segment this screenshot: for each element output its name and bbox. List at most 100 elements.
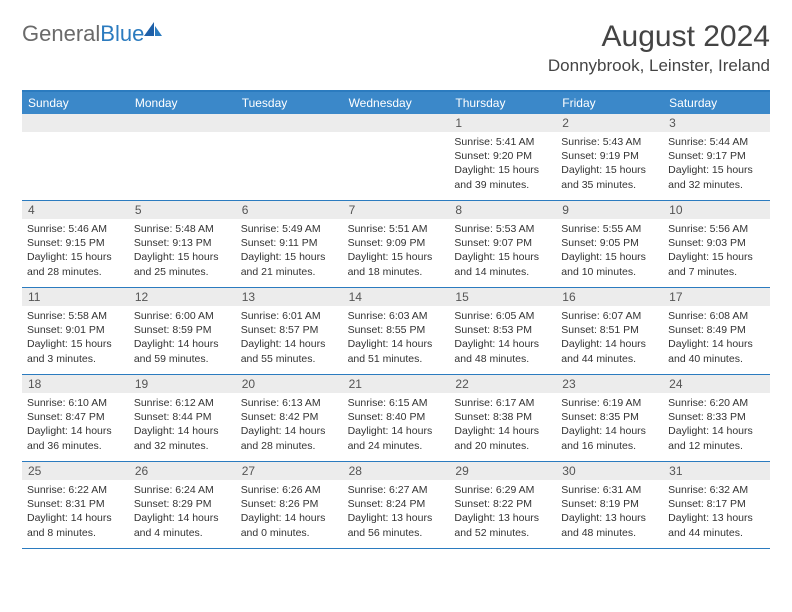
sunrise-text: Sunrise: 6:05 AM bbox=[454, 309, 551, 323]
weekday-header: Friday bbox=[556, 92, 663, 114]
day-number: 29 bbox=[449, 462, 556, 480]
calendar-cell: 23Sunrise: 6:19 AMSunset: 8:35 PMDayligh… bbox=[556, 375, 663, 461]
day-body: Sunrise: 6:12 AMSunset: 8:44 PMDaylight:… bbox=[129, 393, 236, 457]
sunset-text: Sunset: 9:09 PM bbox=[348, 236, 445, 250]
calendar-cell: 29Sunrise: 6:29 AMSunset: 8:22 PMDayligh… bbox=[449, 462, 556, 548]
daylight-text: Daylight: 15 hours and 10 minutes. bbox=[561, 250, 658, 278]
sunrise-text: Sunrise: 6:13 AM bbox=[241, 396, 338, 410]
day-body: Sunrise: 5:46 AMSunset: 9:15 PMDaylight:… bbox=[22, 219, 129, 283]
daylight-text: Daylight: 14 hours and 0 minutes. bbox=[241, 511, 338, 539]
weekday-header: Tuesday bbox=[236, 92, 343, 114]
calendar-cell: 20Sunrise: 6:13 AMSunset: 8:42 PMDayligh… bbox=[236, 375, 343, 461]
day-body: Sunrise: 6:05 AMSunset: 8:53 PMDaylight:… bbox=[449, 306, 556, 370]
sunset-text: Sunset: 8:55 PM bbox=[348, 323, 445, 337]
calendar-cell bbox=[129, 114, 236, 200]
daylight-text: Daylight: 14 hours and 55 minutes. bbox=[241, 337, 338, 365]
day-body: Sunrise: 6:01 AMSunset: 8:57 PMDaylight:… bbox=[236, 306, 343, 370]
day-body: Sunrise: 6:22 AMSunset: 8:31 PMDaylight:… bbox=[22, 480, 129, 544]
sunset-text: Sunset: 9:03 PM bbox=[668, 236, 765, 250]
daylight-text: Daylight: 15 hours and 28 minutes. bbox=[27, 250, 124, 278]
day-number bbox=[129, 114, 236, 132]
day-body: Sunrise: 5:44 AMSunset: 9:17 PMDaylight:… bbox=[663, 132, 770, 196]
calendar-cell: 9Sunrise: 5:55 AMSunset: 9:05 PMDaylight… bbox=[556, 201, 663, 287]
day-number: 31 bbox=[663, 462, 770, 480]
calendar-cell: 16Sunrise: 6:07 AMSunset: 8:51 PMDayligh… bbox=[556, 288, 663, 374]
day-body: Sunrise: 6:17 AMSunset: 8:38 PMDaylight:… bbox=[449, 393, 556, 457]
daylight-text: Daylight: 15 hours and 39 minutes. bbox=[454, 163, 551, 191]
sunrise-text: Sunrise: 5:48 AM bbox=[134, 222, 231, 236]
day-body: Sunrise: 6:15 AMSunset: 8:40 PMDaylight:… bbox=[343, 393, 450, 457]
day-number: 11 bbox=[22, 288, 129, 306]
day-body bbox=[129, 132, 236, 139]
sunset-text: Sunset: 8:31 PM bbox=[27, 497, 124, 511]
day-number: 8 bbox=[449, 201, 556, 219]
daylight-text: Daylight: 14 hours and 40 minutes. bbox=[668, 337, 765, 365]
calendar-week: 1Sunrise: 5:41 AMSunset: 9:20 PMDaylight… bbox=[22, 114, 770, 201]
day-number: 27 bbox=[236, 462, 343, 480]
day-body: Sunrise: 5:53 AMSunset: 9:07 PMDaylight:… bbox=[449, 219, 556, 283]
weekday-header: Monday bbox=[129, 92, 236, 114]
sunset-text: Sunset: 8:35 PM bbox=[561, 410, 658, 424]
brand-logo: GeneralBlue bbox=[22, 20, 164, 48]
sunset-text: Sunset: 8:42 PM bbox=[241, 410, 338, 424]
calendar-cell: 25Sunrise: 6:22 AMSunset: 8:31 PMDayligh… bbox=[22, 462, 129, 548]
calendar-cell: 11Sunrise: 5:58 AMSunset: 9:01 PMDayligh… bbox=[22, 288, 129, 374]
calendar-cell: 12Sunrise: 6:00 AMSunset: 8:59 PMDayligh… bbox=[129, 288, 236, 374]
daylight-text: Daylight: 14 hours and 48 minutes. bbox=[454, 337, 551, 365]
daylight-text: Daylight: 15 hours and 25 minutes. bbox=[134, 250, 231, 278]
sunrise-text: Sunrise: 6:22 AM bbox=[27, 483, 124, 497]
calendar-cell bbox=[22, 114, 129, 200]
weekday-header: Sunday bbox=[22, 92, 129, 114]
day-body: Sunrise: 6:07 AMSunset: 8:51 PMDaylight:… bbox=[556, 306, 663, 370]
calendar-cell: 18Sunrise: 6:10 AMSunset: 8:47 PMDayligh… bbox=[22, 375, 129, 461]
sunset-text: Sunset: 9:20 PM bbox=[454, 149, 551, 163]
sunset-text: Sunset: 8:29 PM bbox=[134, 497, 231, 511]
daylight-text: Daylight: 14 hours and 51 minutes. bbox=[348, 337, 445, 365]
sunset-text: Sunset: 9:01 PM bbox=[27, 323, 124, 337]
day-body: Sunrise: 6:19 AMSunset: 8:35 PMDaylight:… bbox=[556, 393, 663, 457]
calendar-cell: 28Sunrise: 6:27 AMSunset: 8:24 PMDayligh… bbox=[343, 462, 450, 548]
day-number: 16 bbox=[556, 288, 663, 306]
day-number: 14 bbox=[343, 288, 450, 306]
day-body: Sunrise: 6:29 AMSunset: 8:22 PMDaylight:… bbox=[449, 480, 556, 544]
day-body: Sunrise: 6:10 AMSunset: 8:47 PMDaylight:… bbox=[22, 393, 129, 457]
calendar-cell: 4Sunrise: 5:46 AMSunset: 9:15 PMDaylight… bbox=[22, 201, 129, 287]
calendar-cell: 1Sunrise: 5:41 AMSunset: 9:20 PMDaylight… bbox=[449, 114, 556, 200]
sunset-text: Sunset: 8:19 PM bbox=[561, 497, 658, 511]
daylight-text: Daylight: 14 hours and 8 minutes. bbox=[27, 511, 124, 539]
sunrise-text: Sunrise: 6:08 AM bbox=[668, 309, 765, 323]
day-body bbox=[236, 132, 343, 139]
calendar-cell: 13Sunrise: 6:01 AMSunset: 8:57 PMDayligh… bbox=[236, 288, 343, 374]
sunrise-text: Sunrise: 6:17 AM bbox=[454, 396, 551, 410]
day-number: 20 bbox=[236, 375, 343, 393]
day-number: 24 bbox=[663, 375, 770, 393]
sunrise-text: Sunrise: 6:12 AM bbox=[134, 396, 231, 410]
daylight-text: Daylight: 14 hours and 12 minutes. bbox=[668, 424, 765, 452]
day-body: Sunrise: 5:55 AMSunset: 9:05 PMDaylight:… bbox=[556, 219, 663, 283]
day-number: 12 bbox=[129, 288, 236, 306]
sunrise-text: Sunrise: 6:32 AM bbox=[668, 483, 765, 497]
day-number: 5 bbox=[129, 201, 236, 219]
day-number: 4 bbox=[22, 201, 129, 219]
sunrise-text: Sunrise: 5:46 AM bbox=[27, 222, 124, 236]
day-body: Sunrise: 6:31 AMSunset: 8:19 PMDaylight:… bbox=[556, 480, 663, 544]
weekday-header: Thursday bbox=[449, 92, 556, 114]
calendar-cell: 30Sunrise: 6:31 AMSunset: 8:19 PMDayligh… bbox=[556, 462, 663, 548]
day-number: 21 bbox=[343, 375, 450, 393]
calendar-cell: 3Sunrise: 5:44 AMSunset: 9:17 PMDaylight… bbox=[663, 114, 770, 200]
sunset-text: Sunset: 8:24 PM bbox=[348, 497, 445, 511]
header: GeneralBlue August 2024 Donnybrook, Lein… bbox=[22, 20, 770, 76]
calendar-cell bbox=[236, 114, 343, 200]
day-number: 10 bbox=[663, 201, 770, 219]
day-number: 9 bbox=[556, 201, 663, 219]
location-text: Donnybrook, Leinster, Ireland bbox=[548, 56, 770, 76]
sunset-text: Sunset: 8:17 PM bbox=[668, 497, 765, 511]
day-body: Sunrise: 6:20 AMSunset: 8:33 PMDaylight:… bbox=[663, 393, 770, 457]
sunset-text: Sunset: 8:44 PM bbox=[134, 410, 231, 424]
daylight-text: Daylight: 14 hours and 20 minutes. bbox=[454, 424, 551, 452]
sunset-text: Sunset: 9:17 PM bbox=[668, 149, 765, 163]
day-number: 26 bbox=[129, 462, 236, 480]
sunrise-text: Sunrise: 6:19 AM bbox=[561, 396, 658, 410]
calendar-cell: 8Sunrise: 5:53 AMSunset: 9:07 PMDaylight… bbox=[449, 201, 556, 287]
day-number bbox=[236, 114, 343, 132]
